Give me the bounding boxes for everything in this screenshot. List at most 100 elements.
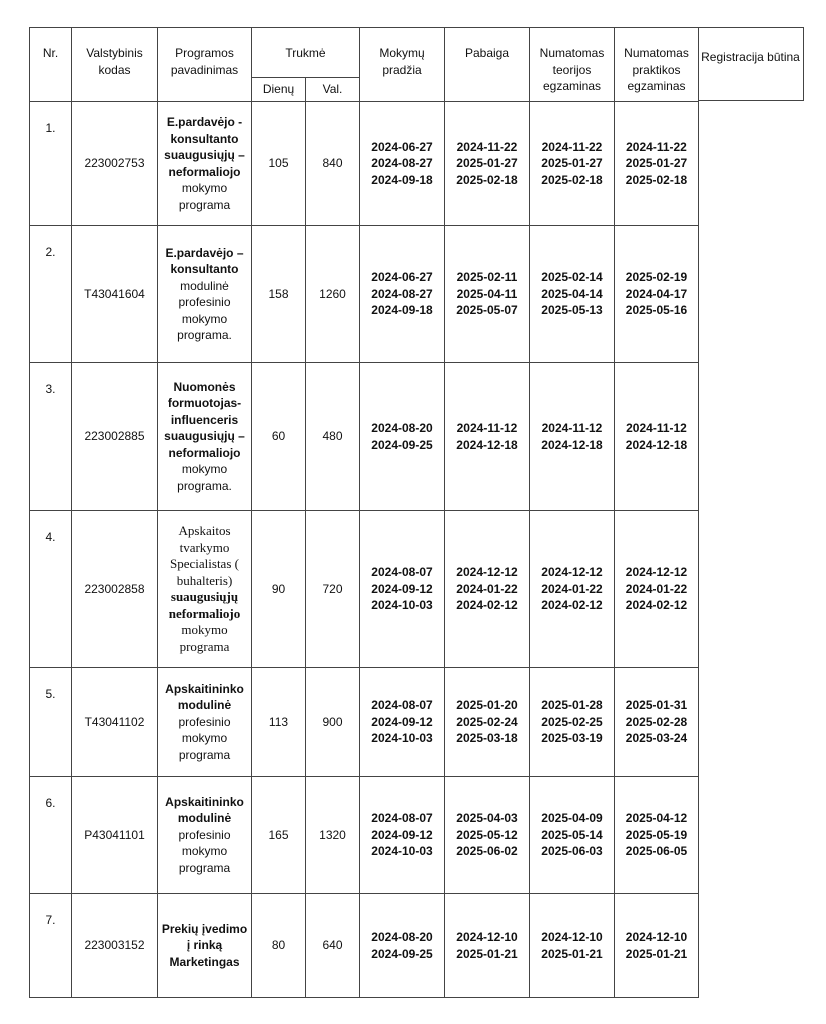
date: 2024-11-12: [456, 421, 518, 435]
date: 2025-04-03: [456, 811, 518, 826]
row-number: 6.: [29, 776, 72, 894]
program-name-part: Nuomonės formuotojas-influenceris suaugu…: [164, 379, 245, 460]
date: 2024-06-27: [371, 270, 433, 285]
program-name-part: profesinio mokymo programa: [178, 827, 231, 875]
date: 2025-01-20: [456, 698, 518, 713]
program-name-part: Apskaitininko modulinė: [165, 794, 244, 826]
date: 2025-04-12: [625, 811, 688, 826]
program-name-part: Apskaitos tvarkymo Specialistas ( buhalt…: [170, 523, 239, 588]
date: 2025-05-13: [541, 303, 603, 318]
duration-days: 158: [251, 225, 306, 363]
practice-exam-dates: 2024-12-12 2024-01-22 2024-02-12: [614, 510, 699, 668]
row-number: 3.: [29, 362, 72, 511]
date: 2025-01-21: [456, 946, 518, 961]
date: 2024-09-12: [371, 714, 433, 729]
date: 2024-11-22: [456, 139, 518, 154]
date: 2025-05-12: [456, 827, 518, 842]
header-theory-exam: Numatomas teorijos egzaminas: [529, 27, 615, 102]
program-name-part: profesinio mokymo programa: [178, 714, 231, 762]
date: 2024-08-20: [371, 421, 433, 435]
state-code: 223002885: [71, 362, 158, 511]
duration-hours: 840: [305, 101, 360, 226]
start-dates: 2024-08-07 2024-09-12 2024-10-03: [359, 776, 445, 894]
date: 2025-02-18: [625, 172, 688, 187]
end-dates: 2024-12-10 2025-01-21: [444, 893, 530, 998]
end-dates: 2024-11-22 2025-01-27 2025-02-18: [444, 101, 530, 226]
start-dates: 2024-08-20 2024-09-25: [359, 893, 445, 998]
date: 2025-01-21: [625, 946, 688, 961]
header-duration: Trukmė: [251, 27, 360, 78]
row-number: 4.: [29, 510, 72, 668]
date: 2024-12-18: [456, 437, 518, 452]
date: 2024-06-27: [371, 139, 433, 154]
theory-exam-dates: 2025-02-14 2025-04-14 2025-05-13: [529, 225, 615, 363]
start-dates: 2024-08-07 2024-09-12 2024-10-03: [359, 667, 445, 777]
date: 2024-02-12: [456, 598, 518, 613]
duration-days: 105: [251, 101, 306, 226]
duration-hours: 1320: [305, 776, 360, 894]
header-practice-exam: Numatomas praktikos egzaminas: [614, 27, 699, 102]
date: 2025-01-27: [456, 156, 518, 171]
date: 2024-12-18: [625, 437, 688, 452]
date: 2025-02-24: [456, 714, 518, 729]
date: 2025-02-18: [456, 172, 518, 187]
practice-exam-dates: 2024-11-22 2025-01-27 2025-02-18: [614, 101, 699, 226]
date: 2024-09-12: [371, 581, 433, 596]
header-program: Programos pavadinimas: [157, 27, 252, 102]
state-code: T43041604: [71, 225, 158, 363]
duration-hours: 640: [305, 893, 360, 998]
date: 2024-01-22: [625, 581, 688, 596]
start-dates: 2024-08-07 2024-09-12 2024-10-03: [359, 510, 445, 668]
header-nr: Nr.: [29, 27, 72, 102]
date: 2024-11-12: [541, 421, 603, 435]
header-hours: Val.: [305, 77, 360, 102]
theory-exam-dates: 2024-12-10 2025-01-21: [529, 893, 615, 998]
date: 2024-02-12: [625, 598, 688, 613]
date: 2024-12-10: [456, 930, 518, 944]
date: 2025-01-21: [541, 946, 603, 961]
theory-exam-dates: 2024-12-12 2024-01-22 2024-02-12: [529, 510, 615, 668]
table-row: 6. P43041101 Apskaitininko modulinė profes…: [29, 776, 699, 894]
date: 2025-06-03: [541, 844, 603, 859]
practice-exam-dates: 2025-04-12 2025-05-19 2025-06-05: [614, 776, 699, 894]
date: 2024-12-12: [541, 565, 603, 580]
date: 2024-11-12: [626, 421, 687, 435]
date: 2024-08-07: [371, 565, 433, 580]
duration-hours: 900: [305, 667, 360, 777]
state-code: 223002753: [71, 101, 158, 226]
practice-exam-dates: 2025-01-31 2025-02-28 2025-03-24: [614, 667, 699, 777]
start-dates: 2024-08-20 2024-09-25: [359, 362, 445, 511]
date: 2024-09-25: [371, 437, 433, 452]
theory-exam-dates: 2025-01-28 2025-02-25 2025-03-19: [529, 667, 615, 777]
end-dates: 2025-04-03 2025-05-12 2025-06-02: [444, 776, 530, 894]
date: 2025-03-24: [625, 731, 688, 746]
program-name: E.pardavėjo - konsultanto suaugusiųjų – …: [157, 101, 252, 226]
row-number: 7.: [29, 893, 72, 998]
date: 2025-05-07: [456, 303, 518, 318]
table-row: 5. T43041102 Apskaitininko modulinė profes…: [29, 667, 699, 777]
program-name-part: E.pardavėjo – konsultanto: [165, 245, 244, 277]
date: 2024-08-27: [371, 286, 433, 301]
date: 2025-06-05: [625, 844, 688, 859]
date: 2024-09-18: [371, 303, 433, 318]
date: 2024-12-12: [625, 565, 688, 580]
date: 2024-12-12: [456, 565, 518, 580]
practice-exam-dates: 2024-12-10 2025-01-21: [614, 893, 699, 998]
header-code: Valstybinis kodas: [71, 27, 158, 102]
practice-exam-dates: 2024-11-12 2024-12-18: [614, 362, 699, 511]
table-row: 3. 223002885 Nuomonės formuotojas-influenc…: [29, 362, 699, 511]
program-name-part: modulinė profesinio mokymo programa.: [177, 278, 232, 343]
date: 2025-05-14: [541, 827, 603, 842]
program-name-part: suaugusiųjų neformaliojo: [168, 589, 241, 621]
date: 2024-09-25: [371, 946, 433, 961]
program-name-part: mokymo programa: [179, 622, 230, 654]
programs-table: Nr. Valstybinis kodas Programos pavadini…: [29, 27, 699, 998]
duration-days: 113: [251, 667, 306, 777]
program-name-part: E.pardavėjo - konsultanto suaugusiųjų – …: [164, 115, 245, 179]
row-number: 2.: [29, 225, 72, 363]
date: 2025-05-19: [625, 827, 688, 842]
date: 2024-10-03: [371, 731, 433, 746]
state-code: 223003152: [71, 893, 158, 998]
duration-hours: 480: [305, 362, 360, 511]
state-code: 223002858: [71, 510, 158, 668]
